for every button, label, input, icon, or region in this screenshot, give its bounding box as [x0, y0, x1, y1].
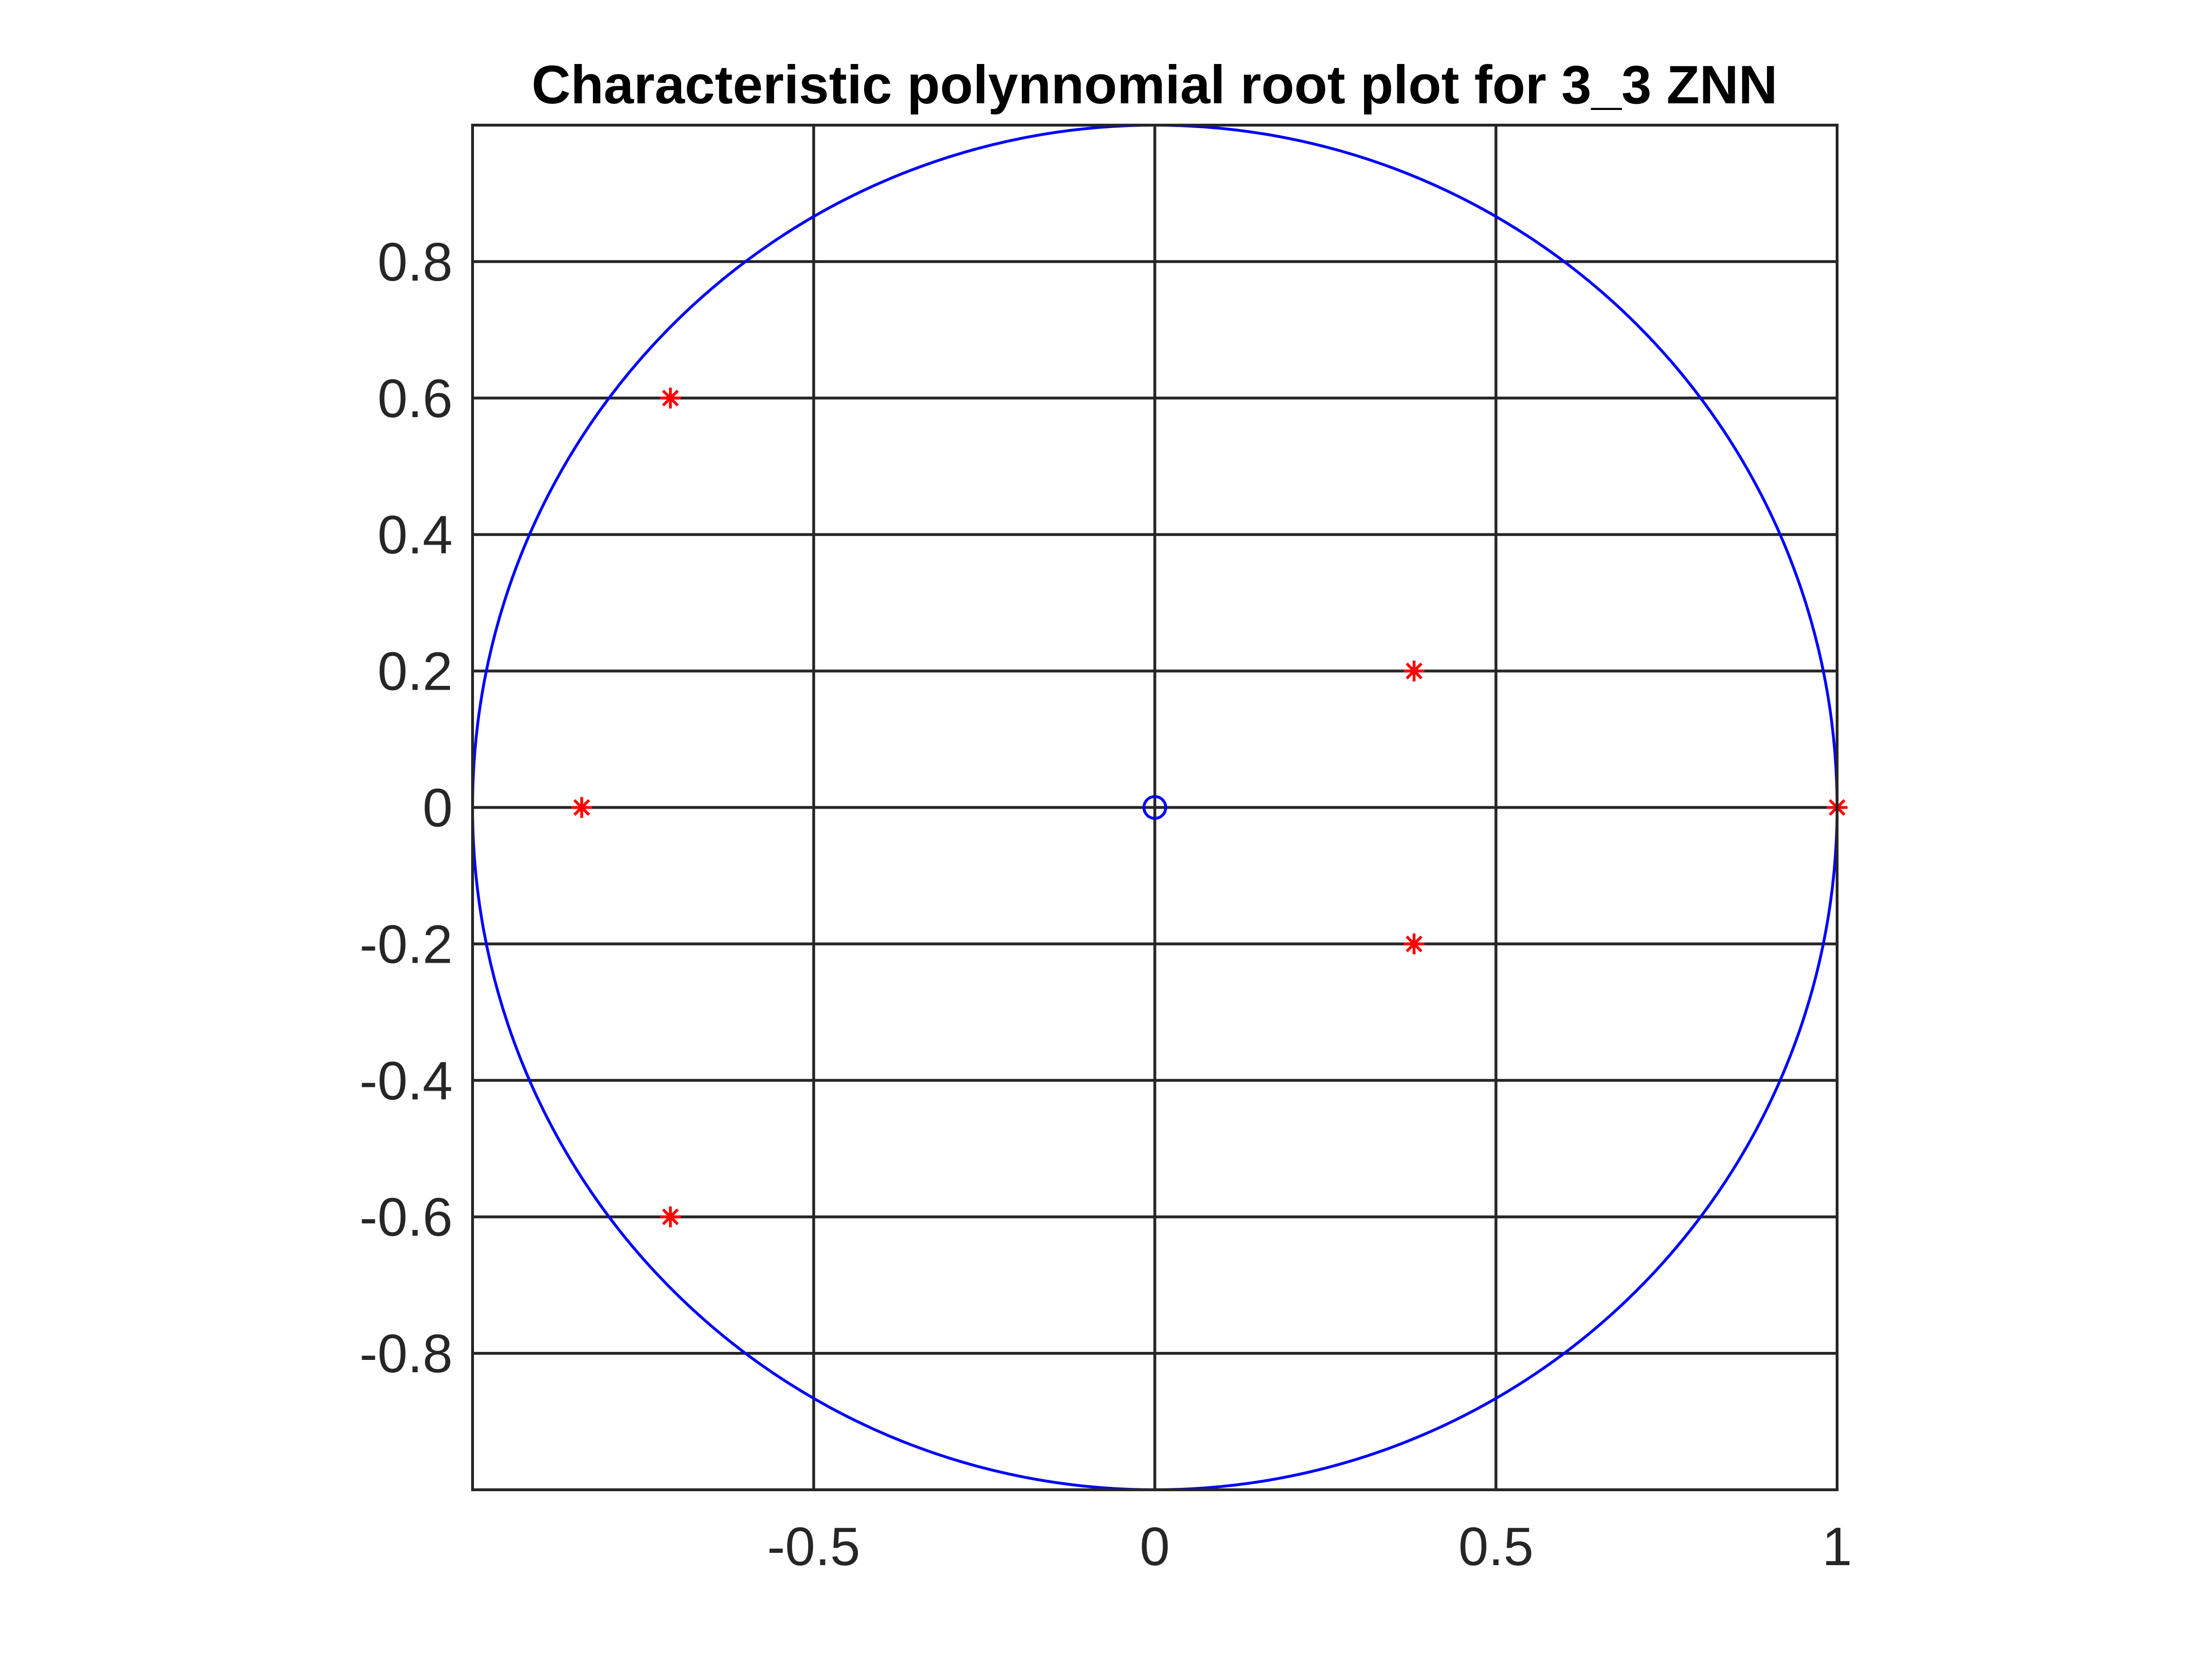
- y-tick-label: 0.6: [378, 369, 453, 429]
- y-tick-label: 0: [423, 778, 453, 839]
- pole-marker: [660, 387, 681, 409]
- zero-marker: [1142, 795, 1167, 820]
- y-tick-label: -0.6: [360, 1187, 453, 1248]
- x-tick-labels: -0.5 0 0.5 1: [767, 1517, 1852, 1577]
- grid-lines: [473, 125, 1839, 1490]
- x-tick-label: 1: [1822, 1517, 1852, 1577]
- x-tick-label: 0.5: [1458, 1517, 1533, 1577]
- x-tick-label: 0: [1140, 1517, 1170, 1577]
- y-tick-label: -0.2: [360, 914, 453, 975]
- y-tick-label: -0.8: [360, 1324, 453, 1384]
- y-tick-label: 0.4: [378, 505, 453, 565]
- pole-marker: [571, 797, 592, 818]
- y-tick-label: 0.2: [378, 642, 453, 702]
- x-tick-label: -0.5: [767, 1517, 860, 1577]
- y-tick-label: 0.8: [378, 232, 453, 292]
- y-tick-label: -0.4: [360, 1051, 453, 1111]
- chart-title: Characteristic polynnomial root plot for…: [532, 55, 1778, 115]
- y-tick-labels: 0.8 0.6 0.4 0.2 0 -0.2 -0.4 -0.6 -0.8: [360, 232, 453, 1384]
- pole-marker: [660, 1206, 681, 1228]
- pole-marker: [1403, 660, 1425, 682]
- axes-box: [471, 124, 1839, 1491]
- pole-marker: [1403, 933, 1425, 955]
